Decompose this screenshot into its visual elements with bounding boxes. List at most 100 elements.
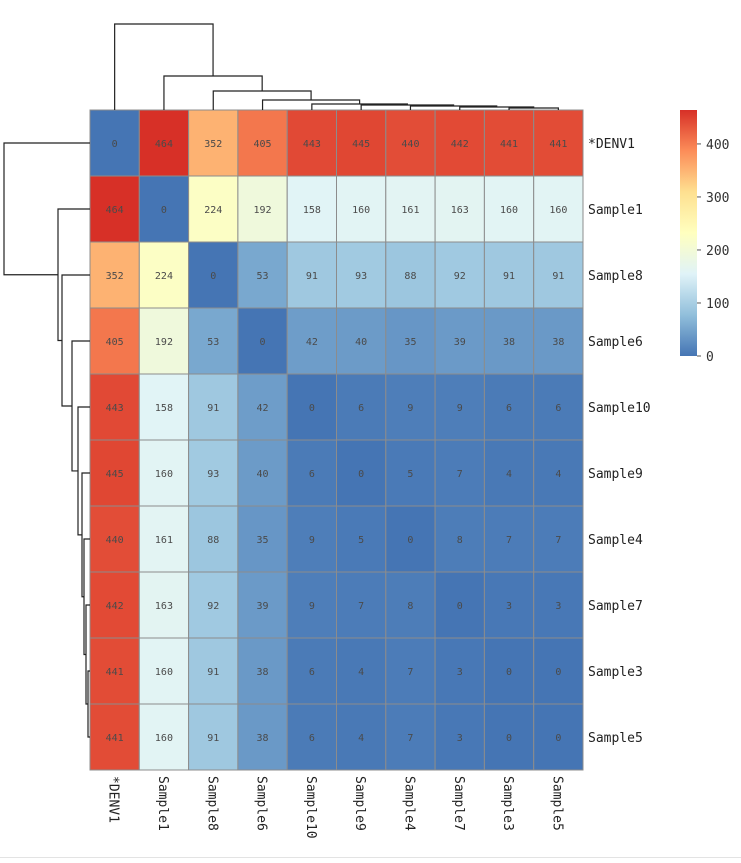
cell-value-label: 92 (207, 601, 219, 612)
cell-value-label: 42 (306, 337, 318, 348)
heatmap-cell (385, 571, 436, 639)
cell-value-label: 445 (352, 139, 370, 150)
color-legend: 0 100 200 300 400 (680, 110, 729, 365)
heatmap-cell (483, 307, 535, 375)
cell-value-label: 442 (451, 139, 469, 150)
cell-value-label: 38 (257, 667, 269, 678)
column-label: *DENV1 (106, 776, 121, 823)
cell-value-label: 440 (106, 535, 124, 546)
cell-value-label: 38 (503, 337, 515, 348)
cell-value-label: 9 (457, 403, 463, 414)
row-labels: *DENV1 Sample1 Sample8 Sample6 Sample10 Sampl… (588, 137, 651, 746)
heatmap-cell (483, 175, 535, 243)
cell-value-label: 93 (207, 469, 219, 480)
cell-value-label: 91 (552, 271, 564, 282)
heatmap-cell (237, 505, 288, 573)
cell-value-label: 0 (358, 469, 364, 480)
heatmap-cell (533, 175, 584, 243)
heatmap-cell (138, 637, 190, 705)
heatmap-cell (336, 571, 387, 639)
cell-value-label: 0 (309, 403, 315, 414)
cell-value-label: 4 (358, 667, 364, 678)
heatmap-cell (483, 439, 535, 507)
column-label: Sample1 (155, 776, 170, 831)
heatmap-cell (89, 703, 140, 771)
cell-value-label: 4 (555, 469, 561, 480)
dendrogram-link (261, 99, 361, 110)
cell-value-label: 443 (303, 139, 321, 150)
row-label: Sample4 (588, 533, 643, 548)
cell-value-label: 7 (407, 667, 413, 678)
heatmap-cell (237, 703, 288, 771)
cell-value-label: 6 (309, 733, 315, 744)
row-label: Sample7 (588, 599, 643, 614)
cell-value-label: 7 (407, 733, 413, 744)
cell-value-label: 5 (407, 469, 413, 480)
row-label: Sample5 (588, 731, 643, 746)
cell-value-label: 91 (503, 271, 515, 282)
heatmap-cell (483, 571, 535, 639)
cell-value-label: 91 (306, 271, 318, 282)
cell-value-label: 160 (155, 469, 173, 480)
cell-value-label: 160 (352, 205, 370, 216)
row-label: Sample9 (588, 467, 643, 482)
cell-value-label: 0 (555, 733, 561, 744)
row-label: *DENV1 (588, 137, 635, 152)
colorbar-gradient (680, 110, 697, 356)
cell-value-label: 441 (549, 139, 567, 150)
cell-value-label: 40 (355, 337, 367, 348)
heatmap-cell (434, 571, 485, 639)
cell-value-label: 3 (457, 733, 463, 744)
cell-value-label: 352 (204, 139, 222, 150)
column-label: Sample5 (549, 776, 564, 831)
column-label: Sample4 (401, 776, 416, 831)
cell-value-label: 35 (257, 535, 269, 546)
cell-value-label: 38 (552, 337, 564, 348)
heatmap-cell (336, 703, 387, 771)
cell-value-label: 161 (155, 535, 173, 546)
cell-value-label: 160 (155, 667, 173, 678)
heatmap-cell (483, 373, 535, 441)
cell-value-label: 40 (257, 469, 269, 480)
colorbar-tick-label: 100 (706, 297, 729, 312)
heatmap-cell (385, 637, 436, 705)
heatmap-cell (237, 637, 288, 705)
column-label: Sample10 (303, 776, 318, 839)
cell-value-label: 0 (457, 601, 463, 612)
column-label: Sample3 (500, 776, 515, 831)
heatmap-cell (237, 439, 288, 507)
cell-value-label: 88 (404, 271, 416, 282)
row-dendrogram (3, 142, 90, 738)
dendrogram-link (71, 340, 90, 472)
bottom-divider (0, 857, 741, 858)
cell-value-label: 8 (407, 601, 413, 612)
heatmap-cells (89, 109, 584, 771)
cell-value-label: 441 (106, 667, 124, 678)
cell-value-label: 224 (204, 205, 222, 216)
colorbar-tick-label: 0 (706, 350, 714, 365)
cell-value-label: 443 (106, 403, 124, 414)
heatmap-cell (483, 505, 535, 573)
cell-value-label: 464 (155, 139, 173, 150)
column-label: Sample6 (254, 776, 269, 831)
cell-value-label: 160 (549, 205, 567, 216)
heatmap-cell (533, 241, 584, 309)
heatmap-cell (533, 109, 584, 177)
cell-value-label: 0 (506, 667, 512, 678)
heatmap-cell (188, 241, 239, 309)
heatmap-cell (434, 637, 485, 705)
heatmap-cell (89, 241, 140, 309)
cell-value-label: 405 (254, 139, 272, 150)
cell-value-label: 192 (155, 337, 173, 348)
cell-value-label: 9 (309, 535, 315, 546)
column-label: Sample7 (451, 776, 466, 831)
cell-value-label: 91 (207, 733, 219, 744)
row-label: Sample8 (588, 269, 643, 284)
cell-value-label: 7 (358, 601, 364, 612)
heatmap-cell (434, 109, 485, 177)
dendrogram-link (83, 538, 90, 656)
cell-value-label: 7 (555, 535, 561, 546)
heatmap-cell (188, 373, 239, 441)
dendrogram-link (3, 142, 90, 276)
cell-value-label: 0 (112, 139, 118, 150)
